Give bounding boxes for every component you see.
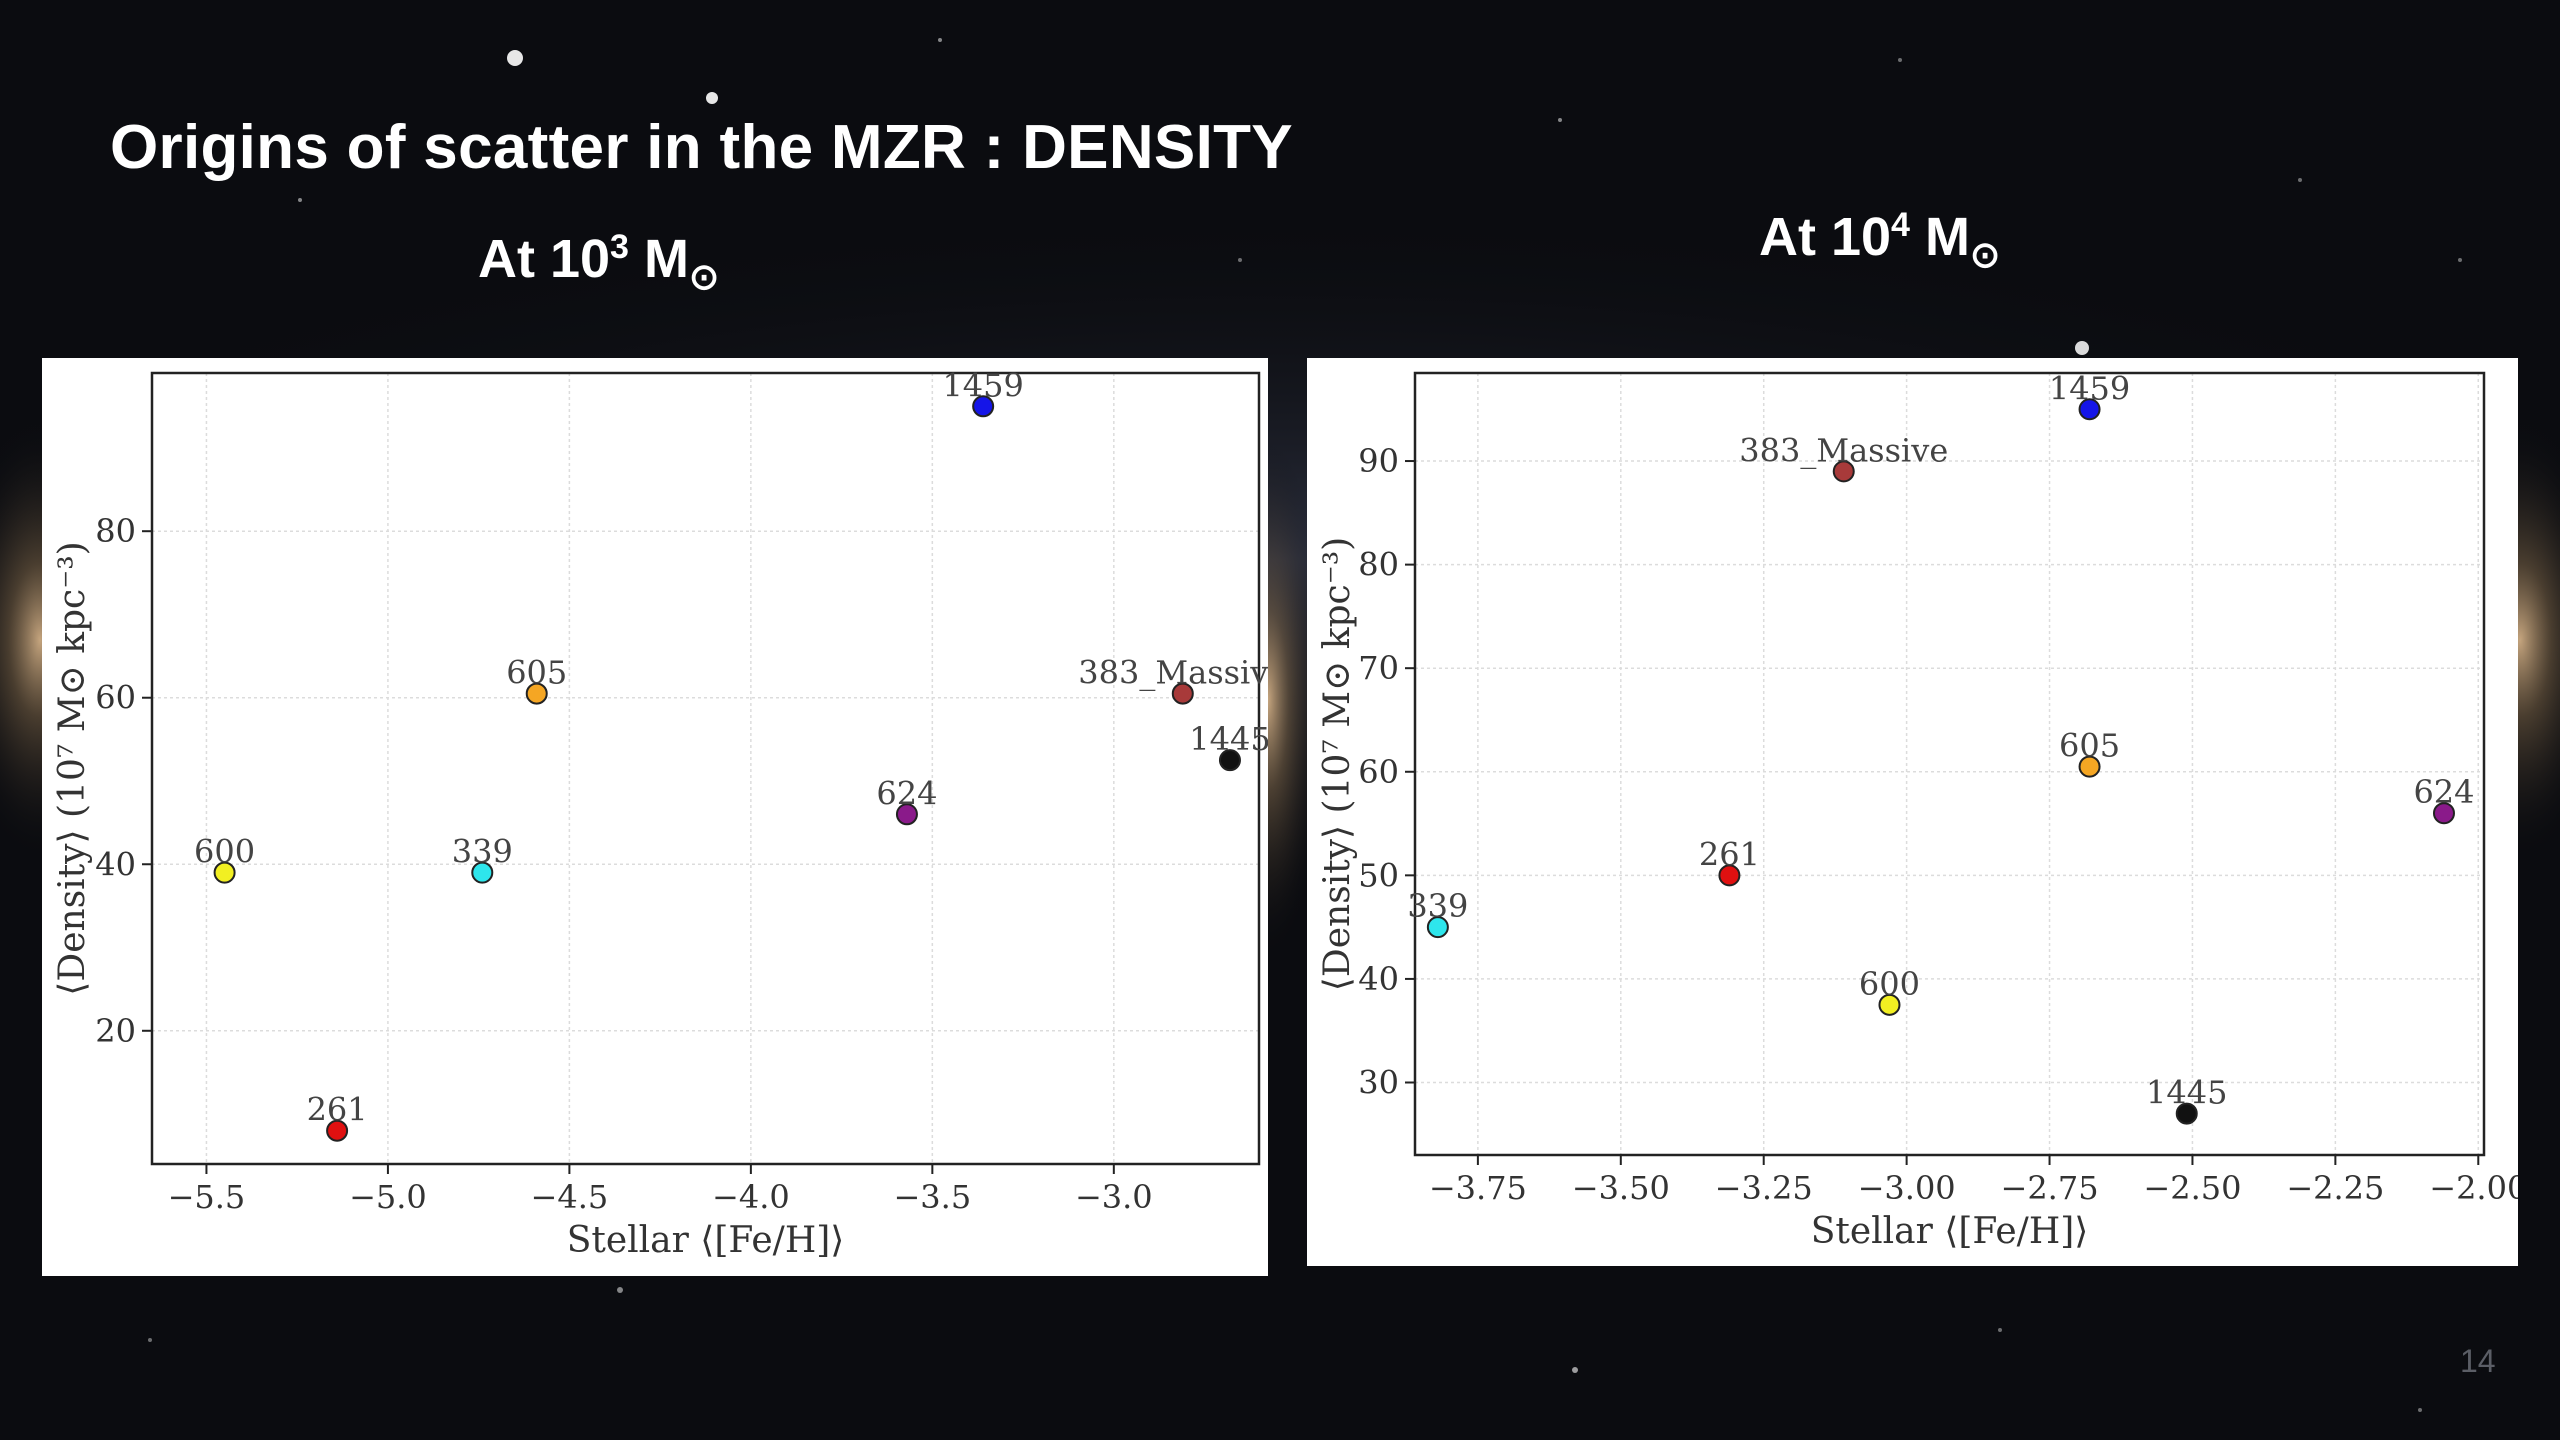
y-tick-label: 60 [1358, 753, 1399, 791]
data-point [1878, 993, 1901, 1016]
y-tick-label: 50 [1358, 856, 1399, 894]
x-axis-label: Stellar ⟨[Fe/H]⟩ [1811, 1211, 2089, 1252]
x-tick-label: −3.25 [1715, 1169, 1813, 1207]
x-tick-label: −5.5 [168, 1178, 246, 1216]
scatter-chart-10e4: −3.75 −3.50 −3.25 −3.00 −2.75 −2.50 −2.25 −2.00… [1317, 369, 2518, 1252]
y-tick-label: 70 [1358, 649, 1399, 687]
data-point [895, 803, 918, 826]
data-point [1718, 864, 1741, 887]
data-point-label: 383_Massive [1078, 654, 1268, 692]
data-point [326, 1119, 349, 1142]
data-point [2175, 1102, 2198, 1125]
x-tick-label: −3.0 [1075, 1178, 1153, 1216]
x-tick-label: −4.5 [531, 1178, 609, 1216]
data-point-label: 339 [1407, 887, 1468, 925]
data-point [2078, 398, 2101, 421]
panel-title-unit: M [1924, 207, 1970, 267]
x-tick-label: −3.50 [1572, 1169, 1670, 1207]
data-point [1426, 916, 1449, 939]
y-axis-label: ⟨Density⟩ (10⁷ M⊙ kpc⁻³) [52, 541, 93, 995]
data-point-label: 600 [194, 833, 255, 871]
solar-symbol-icon: ⊙ [688, 255, 720, 297]
x-tick-label: −2.00 [2429, 1169, 2518, 1207]
x-tick-label: −2.75 [2001, 1169, 2099, 1207]
plot-frame [1413, 371, 2486, 1157]
y-tick-label: 80 [95, 512, 136, 550]
x-tick-label: −3.5 [893, 1178, 971, 1216]
data-point-label: 1459 [942, 366, 1023, 404]
slide-title: Origins of scatter in the MZR : DENSITY [110, 113, 1293, 182]
panel-title-prefix: At 10 [1759, 207, 1892, 267]
panel-title-left: At 103 M⊙ [478, 228, 719, 298]
x-tick-label: −3.00 [1858, 1169, 1956, 1207]
data-point-label: 1459 [2049, 369, 2130, 407]
data-point [525, 682, 548, 705]
data-point [2432, 802, 2455, 825]
data-point-label: 605 [506, 654, 567, 692]
panel-title-right: At 104 M⊙ [1759, 206, 2000, 276]
data-point [972, 395, 995, 418]
y-axis-label: ⟨Density⟩ (10⁷ M⊙ kpc⁻³) [1317, 537, 1358, 991]
data-point-label: 261 [307, 1091, 368, 1129]
data-point-label: 1445 [1189, 720, 1268, 758]
data-point [1171, 682, 1194, 705]
data-point-label: 383_Massive [1739, 431, 1948, 469]
solar-symbol-icon: ⊙ [1969, 233, 2001, 275]
data-point [213, 861, 236, 884]
data-point-label: 261 [1699, 835, 1760, 873]
scatter-chart-10e3: −5.5 −5.0 −4.5 −4.0 −3.5 −3.0 20 40 60 80 Stellar … [52, 366, 1268, 1261]
y-tick-label: 20 [95, 1012, 136, 1050]
density-plot-10e4: −3.75 −3.50 −3.25 −3.00 −2.75 −2.50 −2.25 −2.00… [1307, 358, 2518, 1266]
x-tick-label: −5.0 [349, 1178, 427, 1216]
y-tick-label: 60 [95, 679, 136, 717]
y-tick-label: 80 [1358, 546, 1399, 584]
density-plot-10e3: −5.5 −5.0 −4.5 −4.0 −3.5 −3.0 20 40 60 80 Stellar … [42, 358, 1268, 1276]
y-tick-label: 40 [95, 845, 136, 883]
data-point [2078, 755, 2101, 778]
y-tick-label: 40 [1358, 960, 1399, 998]
data-point-label: 1445 [2146, 1074, 2227, 1112]
panel-title-exponent: 3 [610, 228, 629, 266]
data-point-label: 605 [2059, 727, 2120, 765]
data-point [471, 861, 494, 884]
data-point-label: 624 [876, 774, 937, 812]
x-tick-label: −3.75 [1429, 1169, 1527, 1207]
data-point-label: 600 [1859, 965, 1920, 1003]
data-point [1218, 749, 1241, 772]
data-point-label: 624 [2413, 773, 2474, 811]
plot-frame [150, 371, 1261, 1166]
data-point [1832, 460, 1855, 483]
x-tick-label: −4.0 [712, 1178, 790, 1216]
y-tick-label: 90 [1358, 442, 1399, 480]
x-tick-label: −2.25 [2286, 1169, 2384, 1207]
panel-title-exponent: 4 [1891, 206, 1910, 244]
page-number: 14 [2460, 1343, 2496, 1379]
x-axis-label: Stellar ⟨[Fe/H]⟩ [567, 1220, 845, 1261]
y-tick-label: 30 [1358, 1063, 1399, 1101]
panel-title-unit: M [643, 229, 689, 289]
panel-title-prefix: At 10 [478, 229, 611, 289]
data-point-label: 339 [452, 833, 513, 871]
x-tick-label: −2.50 [2143, 1169, 2241, 1207]
